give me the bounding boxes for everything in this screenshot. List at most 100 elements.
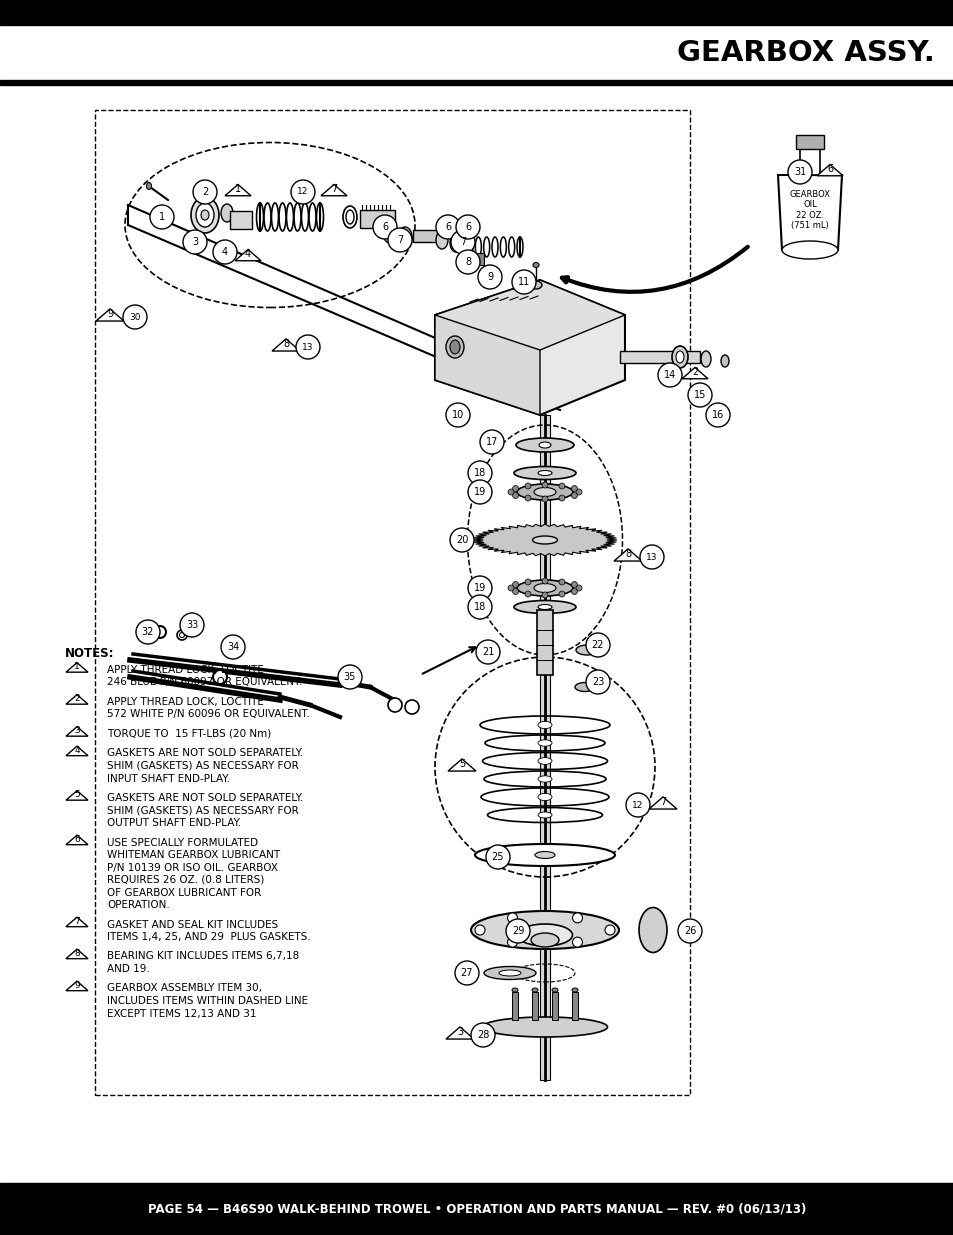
Text: BEARING KIT INCLUDES ITEMS 6,7,18: BEARING KIT INCLUDES ITEMS 6,7,18 [107, 951, 299, 962]
Polygon shape [66, 981, 88, 990]
Polygon shape [816, 164, 842, 175]
Text: GEARBOX ASSEMBLY ITEM 30,: GEARBOX ASSEMBLY ITEM 30, [107, 983, 262, 993]
Ellipse shape [483, 967, 536, 979]
Ellipse shape [781, 241, 837, 259]
Circle shape [471, 1023, 495, 1047]
Circle shape [388, 228, 412, 252]
Ellipse shape [537, 471, 552, 475]
Polygon shape [66, 835, 88, 845]
Ellipse shape [671, 346, 687, 368]
Ellipse shape [343, 206, 356, 228]
Text: 31: 31 [793, 167, 805, 177]
Polygon shape [448, 760, 476, 771]
Bar [0, 25, 953, 80]
Bar [572, 992, 578, 1020]
Bar [476, 253, 483, 266]
Circle shape [572, 937, 582, 947]
Circle shape [388, 698, 401, 713]
Text: 4: 4 [245, 249, 251, 259]
Ellipse shape [531, 932, 558, 947]
Circle shape [436, 215, 459, 240]
Text: 22: 22 [591, 640, 603, 650]
Circle shape [524, 592, 531, 597]
Ellipse shape [534, 583, 556, 593]
Polygon shape [66, 663, 88, 672]
Ellipse shape [676, 351, 683, 363]
Ellipse shape [537, 721, 552, 729]
Text: 2: 2 [691, 367, 698, 377]
Polygon shape [435, 280, 624, 415]
Ellipse shape [534, 488, 556, 496]
Text: 21: 21 [481, 647, 494, 657]
Text: 27: 27 [460, 968, 473, 978]
Polygon shape [648, 797, 677, 809]
Text: 6: 6 [444, 222, 451, 232]
Ellipse shape [517, 484, 573, 500]
Circle shape [585, 634, 609, 657]
Circle shape [585, 671, 609, 694]
Ellipse shape [537, 776, 552, 782]
Text: 12: 12 [297, 188, 309, 196]
Text: 11: 11 [517, 277, 530, 287]
Text: 33: 33 [186, 620, 198, 630]
Ellipse shape [537, 757, 552, 764]
Text: SHIM (GASKETS) AS NECESSARY FOR: SHIM (GASKETS) AS NECESSARY FOR [107, 761, 298, 771]
Ellipse shape [537, 604, 552, 610]
Ellipse shape [221, 204, 233, 222]
Ellipse shape [498, 969, 520, 976]
Circle shape [558, 495, 564, 501]
Ellipse shape [533, 263, 538, 268]
Text: ITEMS 1,4, 25, AND 29  PLUS GASKETS.: ITEMS 1,4, 25, AND 29 PLUS GASKETS. [107, 932, 311, 942]
Ellipse shape [147, 183, 152, 189]
Circle shape [468, 595, 492, 619]
Text: 4: 4 [74, 746, 80, 755]
Bar [552, 992, 558, 1020]
Text: 8: 8 [283, 340, 289, 350]
Circle shape [787, 161, 811, 184]
Text: GASKETS ARE NOT SOLD SEPARATELY.: GASKETS ARE NOT SOLD SEPARATELY. [107, 793, 303, 803]
Text: GEARBOX
OIL
22 OZ.
(751 mL): GEARBOX OIL 22 OZ. (751 mL) [789, 190, 830, 230]
Polygon shape [66, 746, 88, 756]
Ellipse shape [576, 645, 598, 655]
Text: TORQUE TO  15 FT-LBS (20 Nm): TORQUE TO 15 FT-LBS (20 Nm) [107, 729, 271, 739]
Circle shape [505, 919, 530, 944]
Circle shape [468, 461, 492, 485]
Text: 8: 8 [74, 948, 80, 957]
Polygon shape [272, 338, 299, 351]
Ellipse shape [517, 924, 572, 946]
Polygon shape [234, 249, 261, 261]
Text: 8: 8 [464, 257, 471, 267]
Text: 1: 1 [234, 184, 241, 194]
Text: 7: 7 [659, 797, 665, 806]
Text: 9: 9 [107, 309, 113, 319]
Text: 2: 2 [74, 694, 80, 703]
Polygon shape [225, 184, 251, 196]
Polygon shape [473, 524, 617, 556]
Bar [537, 610, 553, 676]
Circle shape [558, 579, 564, 585]
Ellipse shape [538, 442, 551, 448]
Polygon shape [614, 548, 641, 561]
Circle shape [571, 582, 577, 588]
Text: 3: 3 [192, 237, 198, 247]
Ellipse shape [450, 233, 461, 252]
Circle shape [405, 700, 418, 714]
Ellipse shape [471, 911, 618, 948]
Text: 7: 7 [396, 235, 403, 245]
Circle shape [456, 249, 479, 274]
Text: 32: 32 [142, 627, 154, 637]
Text: APPLY THREAD LOCK, LOCTITE: APPLY THREAD LOCK, LOCTITE [107, 664, 264, 676]
Text: 6: 6 [826, 164, 832, 174]
Circle shape [476, 640, 499, 664]
Text: 6: 6 [381, 222, 388, 232]
Circle shape [295, 335, 319, 359]
Ellipse shape [191, 198, 219, 233]
Circle shape [512, 582, 518, 588]
Text: 26: 26 [683, 926, 696, 936]
Text: 15: 15 [693, 390, 705, 400]
Text: OPERATION.: OPERATION. [107, 900, 170, 910]
Circle shape [541, 496, 547, 501]
Circle shape [291, 180, 314, 204]
Text: 2: 2 [202, 186, 208, 198]
Text: 572 WHITE P/N 60096 OR EQUIVALENT.: 572 WHITE P/N 60096 OR EQUIVALENT. [107, 709, 310, 720]
